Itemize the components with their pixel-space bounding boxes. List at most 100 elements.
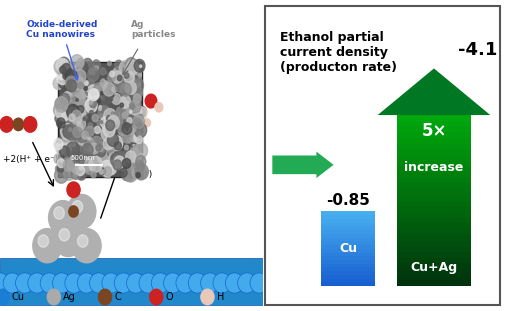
- Circle shape: [53, 77, 63, 90]
- Circle shape: [71, 149, 82, 162]
- Circle shape: [88, 123, 93, 128]
- Circle shape: [111, 129, 113, 132]
- Circle shape: [81, 73, 83, 76]
- Circle shape: [87, 68, 99, 81]
- Circle shape: [131, 116, 143, 130]
- Ellipse shape: [188, 273, 207, 293]
- Circle shape: [98, 289, 112, 305]
- Circle shape: [136, 131, 141, 137]
- Circle shape: [85, 104, 88, 107]
- Circle shape: [138, 153, 145, 161]
- Circle shape: [90, 100, 96, 108]
- Circle shape: [55, 98, 64, 109]
- Circle shape: [82, 131, 88, 139]
- Circle shape: [72, 152, 85, 166]
- Circle shape: [62, 105, 67, 111]
- Circle shape: [136, 107, 147, 120]
- Circle shape: [106, 125, 115, 135]
- Circle shape: [96, 146, 106, 157]
- Circle shape: [73, 117, 85, 131]
- Circle shape: [72, 88, 82, 100]
- Circle shape: [122, 112, 128, 118]
- Circle shape: [113, 155, 122, 165]
- Circle shape: [120, 173, 123, 176]
- Circle shape: [112, 94, 121, 104]
- Circle shape: [59, 57, 70, 70]
- Bar: [397, 212, 471, 218]
- Circle shape: [63, 78, 68, 85]
- Circle shape: [108, 164, 111, 167]
- Circle shape: [65, 69, 77, 83]
- Circle shape: [89, 156, 103, 172]
- Circle shape: [59, 229, 70, 241]
- Circle shape: [117, 75, 122, 81]
- Circle shape: [84, 86, 87, 91]
- Circle shape: [127, 102, 133, 109]
- Circle shape: [117, 125, 123, 132]
- Circle shape: [62, 64, 74, 78]
- Circle shape: [131, 145, 137, 153]
- Text: Cu+Ag: Cu+Ag: [411, 261, 458, 274]
- Circle shape: [54, 59, 66, 73]
- Circle shape: [58, 70, 61, 74]
- Circle shape: [73, 156, 77, 161]
- Circle shape: [111, 112, 115, 116]
- Circle shape: [38, 235, 48, 247]
- Circle shape: [84, 141, 94, 154]
- Circle shape: [74, 92, 85, 105]
- Circle shape: [136, 76, 141, 82]
- Circle shape: [98, 107, 102, 110]
- Circle shape: [77, 98, 82, 104]
- Circle shape: [87, 99, 94, 108]
- Circle shape: [106, 142, 116, 153]
- Circle shape: [82, 94, 84, 97]
- Circle shape: [98, 147, 102, 151]
- Circle shape: [120, 152, 125, 159]
- Circle shape: [66, 142, 79, 158]
- Circle shape: [85, 141, 90, 147]
- Circle shape: [61, 113, 68, 121]
- Ellipse shape: [53, 273, 71, 293]
- Circle shape: [65, 124, 78, 140]
- Circle shape: [89, 89, 99, 101]
- Circle shape: [57, 118, 65, 128]
- Bar: [321, 230, 375, 234]
- Circle shape: [56, 142, 66, 154]
- Bar: [397, 275, 471, 281]
- Circle shape: [137, 106, 146, 118]
- Circle shape: [134, 59, 145, 72]
- Circle shape: [64, 157, 69, 163]
- Circle shape: [83, 117, 86, 120]
- Bar: [321, 245, 375, 249]
- Circle shape: [118, 159, 129, 171]
- Bar: [321, 271, 375, 275]
- Circle shape: [97, 148, 111, 164]
- Circle shape: [119, 148, 131, 163]
- Circle shape: [108, 133, 119, 146]
- Circle shape: [58, 162, 60, 165]
- Circle shape: [139, 65, 142, 67]
- Circle shape: [130, 125, 143, 141]
- Circle shape: [67, 160, 77, 171]
- Circle shape: [138, 136, 142, 141]
- Text: Oxide-derived
Cu nanowires: Oxide-derived Cu nanowires: [26, 20, 97, 80]
- Circle shape: [78, 82, 83, 89]
- Bar: [321, 275, 375, 279]
- Circle shape: [58, 111, 66, 121]
- Circle shape: [81, 94, 86, 99]
- Circle shape: [125, 134, 129, 138]
- Bar: [321, 238, 375, 241]
- Circle shape: [84, 161, 95, 174]
- Circle shape: [63, 159, 74, 171]
- Circle shape: [125, 119, 132, 128]
- Circle shape: [130, 132, 138, 142]
- Circle shape: [131, 108, 140, 118]
- Circle shape: [107, 158, 112, 165]
- Circle shape: [115, 151, 119, 155]
- Circle shape: [135, 144, 142, 153]
- Bar: [321, 234, 375, 238]
- Circle shape: [72, 110, 81, 121]
- Text: C: C: [114, 292, 121, 302]
- Circle shape: [137, 122, 142, 128]
- Text: O: O: [166, 292, 173, 302]
